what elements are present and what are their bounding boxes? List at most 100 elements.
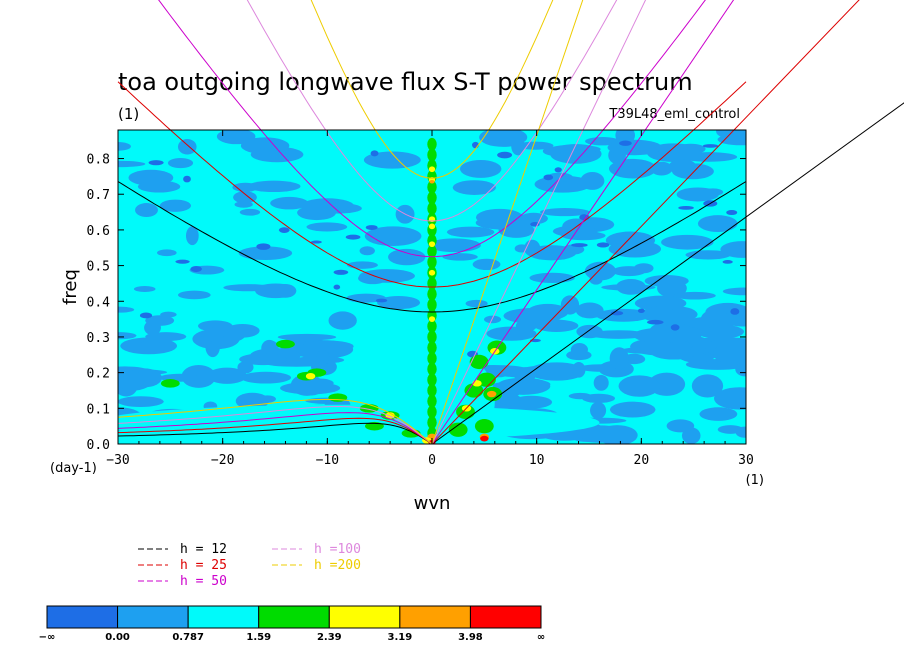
x-tick-label: 30: [738, 453, 754, 468]
y-axis: 0.0 0.1 0.2 0.3 0.4 0.5 0.6 0.7 0.8: [87, 153, 746, 453]
er-curve-h25: [117, 417, 433, 444]
contour-patch-165: [735, 362, 746, 377]
contour-patch-342: [276, 339, 295, 349]
contour-patch-83: [539, 181, 580, 189]
colorbar-swatch: [399, 605, 471, 629]
y-tick-label: 0.0: [87, 438, 110, 453]
contour-patch-355: [486, 390, 497, 398]
contour-patch-158: [666, 419, 695, 433]
contour-patch-101: [442, 253, 478, 261]
contour-patch-315: [427, 244, 437, 258]
contour-patch-311: [427, 287, 437, 301]
contour-patch-265: [370, 150, 379, 157]
contour-patch-302: [427, 384, 437, 397]
contour-patch-231: [277, 333, 337, 341]
kelvin-line-h50: [431, 0, 735, 444]
contour-patch-42: [673, 291, 716, 300]
contour-patch-272: [571, 243, 588, 248]
contour-patch-14: [358, 272, 388, 285]
contour-patch-82: [697, 215, 738, 232]
ig-curve-h12: [117, 181, 747, 313]
contour-patch-58: [239, 208, 261, 216]
contour-patch-43: [585, 137, 620, 146]
contour-patch-31: [216, 130, 256, 145]
contour-patch-341: [160, 379, 180, 388]
contour-patch-112: [529, 272, 575, 284]
contour-patch-100: [137, 180, 181, 193]
legend-label: h = 12: [180, 542, 227, 557]
subtitle-right: T39L48_eml_control: [608, 107, 740, 122]
colorbar-label: ∞: [537, 632, 545, 643]
contour-patch-118: [388, 248, 426, 266]
contour-patch-97: [552, 225, 598, 237]
contour-patch-85: [255, 283, 297, 299]
contour-patch-201: [609, 347, 629, 370]
contour-patch-175: [510, 395, 553, 409]
contour-patch-350: [448, 422, 468, 437]
contour-patch-63: [363, 151, 421, 169]
contour-patch-345: [464, 383, 484, 398]
contour-patch-77: [118, 306, 135, 313]
y-tick-label: 0.2: [87, 367, 110, 382]
contour-patch-143: [593, 374, 609, 391]
contour-patch-98: [479, 130, 528, 147]
colorbar-swatch: [46, 605, 119, 629]
contour-patch-108: [580, 171, 605, 190]
colorbar-swatch: [258, 605, 330, 629]
contour-patch-38: [238, 246, 293, 261]
contour-patch-128: [177, 290, 211, 300]
x-axis-label: wvn: [414, 493, 451, 514]
contour-patch-84: [135, 203, 158, 218]
colorbar: −∞ 0.00 0.787 1.59 2.39 3.19 3.98 ∞: [39, 605, 545, 643]
contour-patch-207: [660, 323, 694, 343]
contour-patch-329: [428, 223, 436, 230]
contour-patch-65: [452, 180, 496, 195]
colorbar-label: 0.00: [105, 632, 130, 643]
contour-patch-333: [429, 179, 435, 184]
ig-curve-h50: [158, 0, 706, 258]
contour-patch-119: [546, 172, 573, 182]
contour-patch-37: [247, 180, 301, 193]
x-tick-label: −10: [316, 453, 339, 468]
contour-patch-275: [345, 234, 361, 240]
contour-patch-73: [644, 275, 689, 287]
contour-patch-72: [428, 238, 481, 253]
contour-patch-122: [465, 299, 488, 308]
colorbar-swatch: [117, 605, 189, 629]
contour-patch-257: [239, 353, 287, 366]
kelvin-line-h100: [431, 0, 647, 444]
spectrum-field: [118, 130, 746, 444]
contour-patch-241: [258, 395, 276, 403]
contour-patch-129: [475, 208, 524, 226]
contour-patch-332: [428, 316, 436, 322]
contour-patch-219: [207, 367, 247, 384]
contour-patch-117: [650, 161, 673, 176]
contour-patch-141: [714, 387, 746, 410]
ig-curve-h100: [246, 0, 618, 222]
contour-patch-282: [183, 175, 191, 183]
contour-patches: [118, 130, 746, 444]
y-tick-label: 0.1: [87, 402, 110, 417]
er-curve-h12: [117, 422, 433, 444]
contour-patch-57: [615, 130, 635, 145]
contour-patch-304: [427, 362, 437, 376]
contour-patch-167: [590, 401, 607, 419]
x-unit-label: (1): [746, 473, 764, 488]
y-tick-label: 0.5: [87, 260, 110, 275]
contour-patch-44: [376, 296, 421, 310]
contour-patch-279: [670, 324, 680, 331]
contour-patch-259: [118, 370, 145, 390]
contour-patch-190: [624, 353, 644, 362]
contour-patch-107: [514, 244, 529, 253]
contour-patch-266: [310, 240, 322, 244]
contour-patch-68: [328, 311, 357, 330]
contour-patch-29: [185, 226, 199, 246]
contour-patch-268: [139, 312, 153, 319]
legend-label: h = 50: [180, 574, 227, 589]
legend-label: h =200: [314, 558, 361, 573]
contour-patch-86: [601, 284, 656, 291]
contour-patch-184: [712, 343, 746, 365]
contour-patch-314: [427, 255, 437, 269]
